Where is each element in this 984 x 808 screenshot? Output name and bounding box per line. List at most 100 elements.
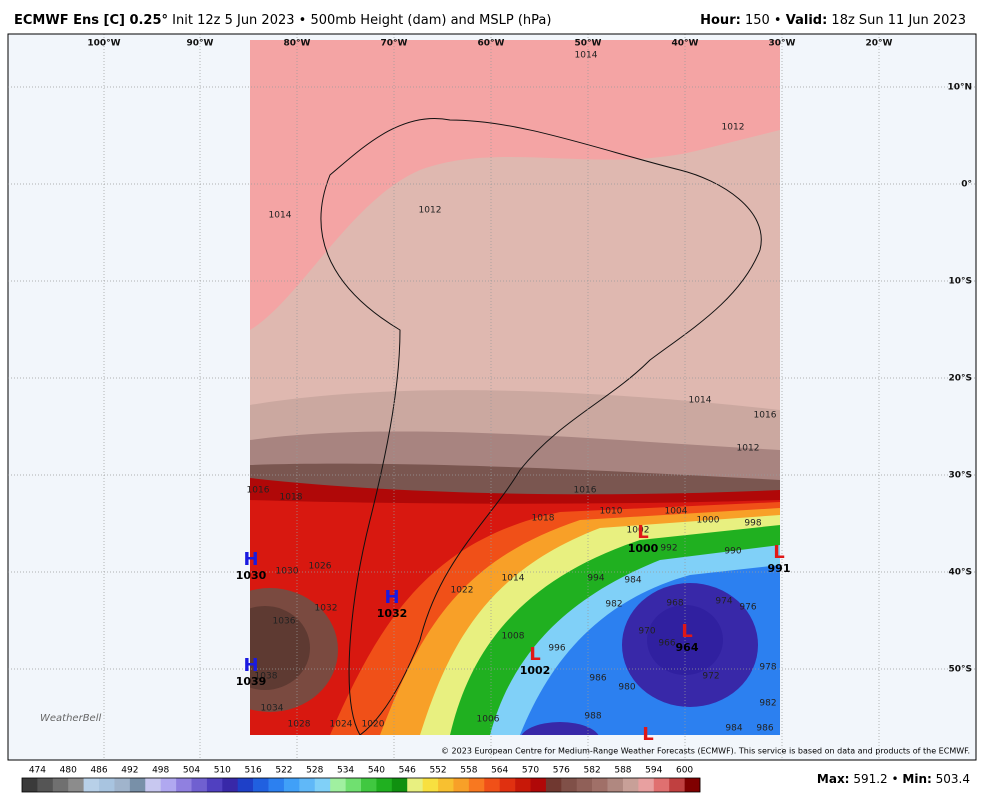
isobar-label: 984 bbox=[624, 576, 641, 586]
colorbar-label: 552 bbox=[429, 766, 446, 776]
copyright: © 2023 European Centre for Medium-Range … bbox=[441, 747, 970, 756]
colorbar-label: 588 bbox=[614, 766, 631, 776]
pressure-center-letter: H bbox=[384, 587, 399, 608]
hour-label: Hour: bbox=[700, 13, 741, 28]
colorbar-cell bbox=[391, 778, 408, 792]
valid: 18z Sun 11 Jun 2023 bbox=[831, 13, 966, 28]
colorbar-border bbox=[21, 777, 701, 793]
colorbar-cell bbox=[114, 778, 131, 792]
logo: WeatherBell bbox=[40, 713, 101, 724]
isobar-label: 1014 bbox=[269, 211, 292, 221]
colorbar-cell bbox=[622, 778, 639, 792]
colorbar-cell bbox=[499, 778, 516, 792]
colorbar-cell bbox=[561, 778, 578, 792]
latitude-label: 50°S bbox=[948, 665, 972, 675]
colorbar-cell bbox=[376, 778, 393, 792]
longitude-label: 50°W bbox=[575, 39, 602, 49]
isobar-label: 988 bbox=[584, 712, 601, 722]
colorbar-label: 474 bbox=[29, 766, 46, 776]
colorbar-label: 594 bbox=[645, 766, 662, 776]
colorbar-cell bbox=[361, 778, 377, 792]
header-right: Hour: 150 • Valid: 18z Sun 11 Jun 2023 bbox=[700, 13, 966, 28]
colorbar-cell bbox=[83, 778, 100, 792]
isobar-label: 1014 bbox=[502, 574, 525, 584]
colorbar-cell bbox=[345, 778, 362, 792]
pressure-center-value: 991 bbox=[768, 562, 791, 575]
colorbar-cell bbox=[37, 778, 54, 792]
colorbar-cell bbox=[545, 778, 562, 792]
colorbar-label: 504 bbox=[183, 766, 200, 776]
pressure-center-value: 1002 bbox=[520, 664, 551, 677]
isobar-label: 1026 bbox=[309, 562, 332, 572]
colorbar-label: 564 bbox=[491, 766, 508, 776]
longitude-label: 40°W bbox=[672, 39, 699, 49]
colorbar-cell bbox=[653, 778, 670, 792]
latitude-label: 20°S bbox=[948, 374, 972, 384]
latitude-label: 10°N bbox=[947, 83, 972, 93]
pressure-center-letter: L bbox=[637, 522, 648, 543]
colorbar-cell bbox=[468, 778, 485, 792]
isobar-label: 966 bbox=[658, 639, 675, 649]
isobar-label: 980 bbox=[618, 683, 635, 693]
latitude-label: 0° bbox=[961, 180, 972, 190]
isobar-label: 1014 bbox=[689, 396, 712, 406]
pressure-center-letter: L bbox=[529, 644, 540, 665]
isobar-label: 1012 bbox=[722, 123, 745, 133]
pressure-center-letter: H bbox=[243, 655, 258, 676]
coastline bbox=[320, 118, 762, 735]
isobar-label: 1014 bbox=[575, 51, 598, 61]
colorbar-cell bbox=[191, 778, 208, 792]
pressure-center-value: 1030 bbox=[236, 569, 267, 582]
colorbar-cell bbox=[253, 778, 269, 792]
isobar-label: 982 bbox=[605, 600, 622, 610]
hour: 150 bbox=[745, 13, 770, 28]
stats: Max: 591.2 • Min: 503.4 bbox=[817, 772, 970, 786]
colorbar-cell bbox=[638, 778, 655, 792]
colorbar-label: 528 bbox=[306, 766, 323, 776]
colorbar-cell bbox=[669, 778, 685, 792]
isobar-label: 986 bbox=[589, 674, 606, 684]
colorbar-label: 534 bbox=[337, 766, 354, 776]
isobar-label: 1024 bbox=[330, 720, 353, 730]
colorbar-cell bbox=[438, 778, 454, 792]
colorbar-cell bbox=[576, 778, 593, 792]
colorbar-cell bbox=[422, 778, 439, 792]
isobar-label: 976 bbox=[739, 603, 756, 613]
colorbar-label: 510 bbox=[214, 766, 231, 776]
pressure-center-value: 1032 bbox=[377, 607, 408, 620]
max: 591.2 bbox=[853, 772, 887, 786]
colorbar-label: 516 bbox=[245, 766, 262, 776]
isobar-label: 1008 bbox=[502, 632, 525, 642]
colorbar-label: 546 bbox=[399, 766, 416, 776]
isobar-label: 970 bbox=[638, 627, 655, 637]
isobar-label: 986 bbox=[756, 724, 773, 734]
pressure-center-letter: L bbox=[773, 542, 784, 563]
isobar-label: 972 bbox=[702, 672, 719, 682]
separator: • bbox=[774, 13, 782, 28]
colorbar-cell bbox=[407, 778, 423, 792]
isobar-label: 1016 bbox=[754, 411, 777, 421]
colorbar-cell bbox=[283, 778, 300, 792]
isobar-label: 984 bbox=[725, 724, 742, 734]
colorbar-cell bbox=[268, 778, 285, 792]
longitude-label: 20°W bbox=[866, 39, 893, 49]
isobar-label: 974 bbox=[715, 597, 732, 607]
colorbar-cell bbox=[99, 778, 115, 792]
colorbar-cell bbox=[515, 778, 531, 792]
colorbar-cell bbox=[160, 778, 177, 792]
longitude-label: 100°W bbox=[87, 39, 120, 49]
isobar-label: 1018 bbox=[280, 493, 303, 503]
colorbar-cell bbox=[314, 778, 331, 792]
isobar-label: 1020 bbox=[362, 720, 385, 730]
isobar-label: 996 bbox=[548, 644, 565, 654]
isobar-label: 998 bbox=[744, 519, 761, 529]
colorbar-cell bbox=[129, 778, 146, 792]
graticule bbox=[8, 34, 976, 760]
isobar-label: 1036 bbox=[273, 617, 296, 627]
title: ECMWF Ens [C] 0.25° bbox=[14, 13, 168, 28]
colorbar-cell bbox=[453, 778, 470, 792]
pressure-center-letter: L bbox=[681, 621, 692, 642]
colorbar-label: 540 bbox=[368, 766, 385, 776]
latitude-label: 30°S bbox=[948, 471, 972, 481]
